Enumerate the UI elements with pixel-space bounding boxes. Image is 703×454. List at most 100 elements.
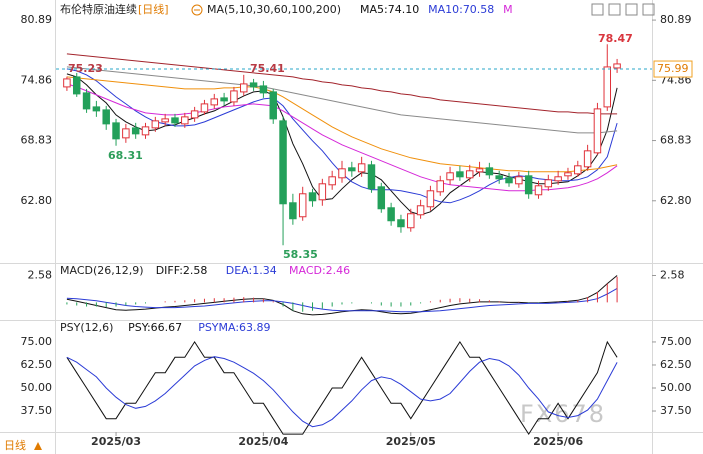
candle-body [63, 78, 71, 88]
candle-body [387, 207, 395, 222]
price-annotation: 78.47 [598, 32, 633, 45]
period-label[interactable]: [日线] [138, 2, 169, 16]
candle-body [564, 172, 572, 177]
y-tick-label: 68.83 [21, 134, 53, 147]
candle-body [613, 63, 621, 69]
toolbar-button[interactable] [591, 3, 604, 16]
candle-body [436, 180, 444, 193]
indicator-title: PSY(12,6) [60, 321, 113, 334]
legend-entry: M [503, 3, 512, 16]
candle-body [161, 118, 169, 123]
candle-body [338, 168, 346, 179]
candle-body [554, 176, 562, 182]
candle-body [534, 185, 543, 196]
last-price-box [653, 60, 693, 78]
y-tick-label: 50.00 [660, 381, 692, 394]
candle-body [416, 205, 425, 216]
candle-body [603, 66, 612, 108]
x-tick-label: 2025/05 [386, 435, 436, 448]
candle-body [495, 175, 503, 180]
y-tick-label: 62.80 [21, 194, 53, 207]
candle-body [298, 193, 307, 218]
y-tick-label: 75.00 [21, 335, 53, 348]
candle-body [318, 183, 327, 201]
instrument-title: 布伦特原油连续 [60, 2, 137, 16]
candle-body [446, 172, 454, 181]
y-tick-label: 75.00 [660, 335, 692, 348]
y-tick-label: 37.50 [21, 404, 53, 417]
legend-entry: MA5:74.10 [360, 3, 419, 16]
candle-body [220, 97, 228, 102]
candle-body [141, 126, 150, 136]
candle-body [151, 120, 160, 129]
candle-body [465, 170, 474, 179]
candle-body [357, 163, 366, 173]
indicator-line [66, 356, 618, 428]
candle-body [230, 90, 238, 103]
indicator-line [66, 66, 618, 134]
candle-body [259, 85, 268, 94]
candle-body [515, 176, 523, 185]
candle-body [131, 127, 140, 135]
toolbar-button[interactable] [642, 3, 655, 16]
candle-body [524, 175, 533, 195]
candle-body [377, 186, 386, 210]
candle-body [574, 165, 582, 175]
toolbar-button[interactable] [625, 3, 638, 16]
y-tick-label: 50.00 [21, 381, 53, 394]
candle-body [190, 110, 199, 119]
candle-body [397, 219, 405, 228]
legend-entry: PSYMA:63.89 [198, 321, 270, 334]
candle-body [92, 106, 101, 112]
x-tick-label: 2025/06 [533, 435, 583, 448]
candle-body [544, 179, 553, 188]
y-tick-label: 80.89 [660, 13, 692, 26]
y-tick-label: 37.50 [660, 404, 692, 417]
y-tick-label: 68.83 [660, 134, 692, 147]
price-annotation: 68.31 [108, 149, 143, 162]
legend-entry: MA10:70.58 [428, 3, 494, 16]
toolbar [591, 3, 655, 16]
candle-body [200, 103, 209, 113]
collapse-icon[interactable] [191, 4, 203, 16]
candle-body [348, 167, 356, 172]
candle-body [308, 192, 317, 202]
candle-body [102, 109, 110, 125]
ma-indicator[interactable]: MA(5,10,30,60,100,200) [207, 3, 341, 16]
candle-body [593, 108, 602, 154]
candle-body [82, 92, 91, 110]
y-tick-label: 80.89 [21, 13, 53, 26]
indicator-title: MACD(26,12,9) [60, 264, 144, 277]
candle-body [240, 83, 248, 93]
price-annotation: 58.35 [283, 248, 318, 261]
legend-entry: DEA:1.34 [226, 264, 277, 277]
candle-body [279, 120, 287, 205]
candle-body [171, 117, 179, 124]
period-switch[interactable]: 日线 [4, 438, 26, 452]
indicator-line [66, 340, 618, 436]
legend-entry: DIFF:2.58 [156, 264, 208, 277]
candle-body [112, 122, 120, 140]
period-switch-arrow[interactable] [34, 442, 42, 450]
legend-entry: MACD:2.46 [289, 264, 350, 277]
watermark: FX678 [520, 400, 606, 428]
candle-body [475, 168, 484, 173]
candle-body [122, 128, 130, 139]
indicator-line [66, 53, 618, 115]
indicator-line [66, 76, 618, 173]
candle-body [72, 76, 81, 95]
candle-body [210, 98, 219, 106]
candle-body [485, 167, 494, 176]
candle-body [181, 116, 189, 125]
candle-body [367, 164, 376, 190]
candle-body [249, 82, 258, 88]
price-annotation: 75.41 [250, 62, 285, 75]
x-tick-label: 2025/04 [238, 435, 288, 448]
y-tick-label: 62.80 [660, 194, 692, 207]
candle-body [456, 171, 464, 178]
toolbar-button[interactable] [608, 3, 621, 16]
y-tick-label: 62.50 [21, 358, 53, 371]
candle-body [269, 91, 277, 120]
